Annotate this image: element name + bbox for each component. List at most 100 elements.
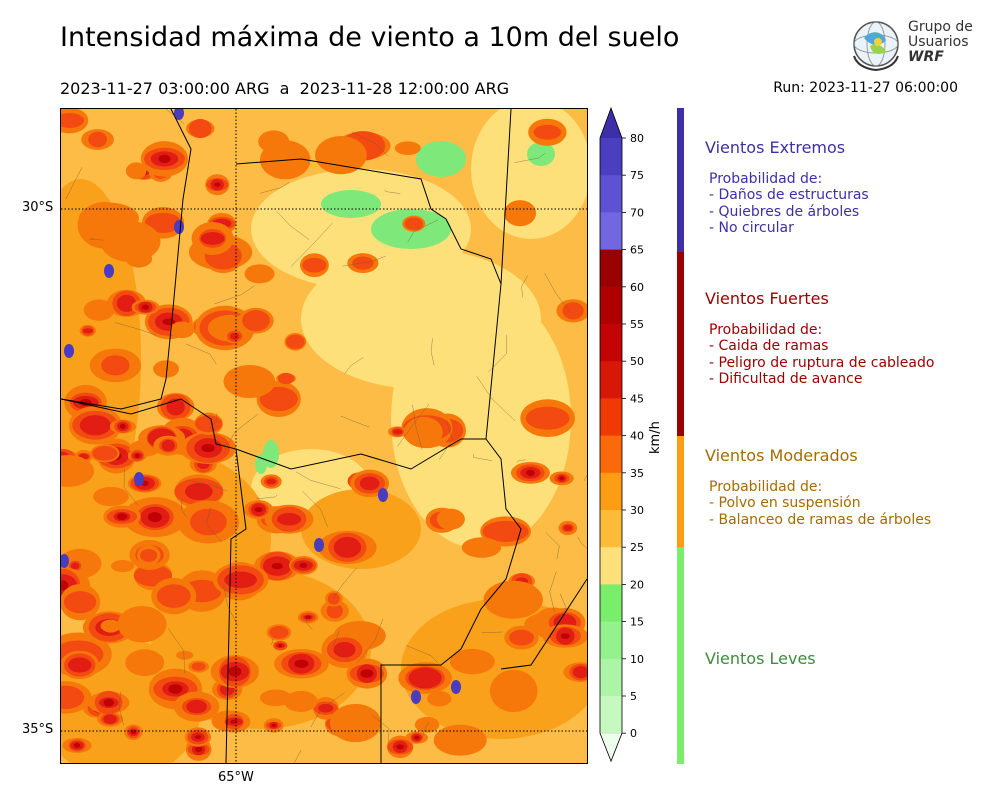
wind-gust-cell	[563, 525, 573, 531]
wind-gust-cell	[141, 304, 149, 310]
department-boundary	[123, 468, 139, 506]
wind-extreme-spot	[378, 488, 388, 502]
wind-gust-cell	[168, 684, 183, 694]
department-boundary	[165, 109, 185, 125]
wind-gust-cell	[61, 455, 95, 487]
department-boundary	[430, 338, 435, 366]
wind-extreme-spot	[64, 344, 74, 358]
wind-gust-cell	[156, 584, 191, 608]
wind-zone-low	[321, 190, 381, 218]
wind-gust-cell	[489, 669, 538, 713]
category-desc-line: - Daños de estructuras	[709, 187, 869, 204]
wind-gust-cell	[392, 429, 403, 435]
department-boundary	[89, 238, 104, 241]
wind-gust-cell	[101, 355, 130, 376]
category-desc-line: - Caida de ramas	[709, 338, 829, 355]
wind-gust-cell	[277, 372, 295, 385]
wind-gust-cell	[79, 398, 92, 407]
colorbar-segment	[600, 621, 622, 660]
wind-gust-cell	[153, 360, 180, 378]
wind-gust-cell	[404, 416, 443, 448]
colorbar-extend-top	[600, 108, 622, 138]
wind-gust-cell	[315, 136, 367, 175]
wind-gust-cell	[100, 221, 161, 263]
wind-gust-cell	[461, 537, 502, 558]
wind-gust-cell	[147, 512, 162, 523]
wind-gust-cell	[414, 735, 419, 740]
colorbar-tick-label: 0	[630, 727, 637, 740]
wind-gust-cell	[258, 130, 290, 153]
department-boundary	[545, 532, 560, 560]
wind-gust-cell	[83, 299, 115, 321]
wind-gust-cell	[352, 256, 374, 270]
department-boundary	[344, 357, 364, 374]
colorbar-segment	[600, 249, 622, 288]
province-boundary	[235, 438, 486, 470]
wind-gust-cell	[449, 648, 495, 675]
wind-gust-cell	[116, 513, 128, 521]
lat-label-30s: 30°S	[22, 200, 54, 215]
department-boundary	[384, 189, 401, 194]
wind-gust-cell	[125, 162, 147, 180]
category-moderate: Vientos Moderados Probabilidad de: - Pol…	[705, 446, 931, 528]
colorbar-segment	[600, 286, 622, 325]
department-boundary	[310, 692, 345, 728]
colorbar-segment	[600, 472, 622, 511]
department-boundary	[577, 536, 587, 549]
wind-map	[60, 108, 588, 764]
wind-gust-cell	[117, 606, 167, 643]
department-boundary	[557, 593, 567, 622]
province-boundary	[500, 578, 587, 670]
wind-extreme-spot	[314, 538, 324, 552]
category-desc-line: - Dificultad de avance	[709, 370, 863, 387]
province-boundary	[500, 109, 512, 285]
department-boundary	[333, 630, 349, 661]
wind-gust-cell	[201, 443, 215, 453]
wind-gust-cell	[333, 641, 356, 658]
department-boundary	[488, 334, 507, 373]
province-boundary	[380, 283, 522, 763]
department-boundary	[256, 494, 278, 500]
department-boundary	[544, 272, 572, 314]
colorbar-unit: km/h	[648, 421, 663, 454]
wind-gust-cell	[195, 415, 223, 433]
wind-gust-cell	[318, 704, 334, 713]
wind-gust-cell	[116, 294, 137, 312]
colorbar-extend-bottom	[599, 732, 623, 762]
colorbar-tick-label: 75	[630, 169, 644, 182]
colorbar-segment	[600, 696, 622, 734]
wind-gust-cell	[158, 154, 171, 164]
wind-extreme-spot	[104, 264, 114, 278]
wind-gust-cell	[88, 131, 107, 148]
wind-gust-cell	[230, 719, 238, 724]
wind-gust-cell	[63, 591, 97, 614]
colorbar-tick-label: 65	[630, 244, 644, 257]
department-boundary	[114, 322, 157, 336]
wind-gust-cell	[254, 507, 263, 513]
wind-gust-cell	[284, 690, 318, 712]
wind-field	[61, 109, 587, 763]
category-desc-line: - Polvo en suspensión	[709, 495, 861, 512]
wind-gust-cell	[302, 257, 327, 273]
colorbar-segment	[600, 547, 622, 585]
wind-gust-cell	[404, 217, 423, 230]
wind-gust-cell	[259, 386, 298, 412]
wind-gust-cell	[509, 629, 535, 646]
colorbar-segment	[600, 361, 622, 399]
wind-gust-cell	[103, 714, 117, 725]
department-boundary	[168, 628, 185, 674]
wind-zone-low	[527, 142, 555, 166]
wind-gust-cell	[271, 562, 283, 570]
wind-gust-cell	[533, 124, 562, 140]
wind-gust-cell	[166, 398, 185, 416]
colorbar-tick-label: 60	[630, 281, 644, 294]
wind-gust-cell	[483, 580, 543, 619]
wind-gust-cell	[436, 508, 465, 530]
wind-gust-cell	[525, 406, 570, 430]
lat-label-35s: 35°S	[22, 722, 54, 737]
department-boundary	[214, 285, 255, 305]
department-boundary	[439, 420, 453, 460]
colorbar-tick-label: 5	[630, 690, 637, 703]
wind-gust-cell	[271, 723, 276, 727]
department-boundary	[412, 404, 423, 450]
